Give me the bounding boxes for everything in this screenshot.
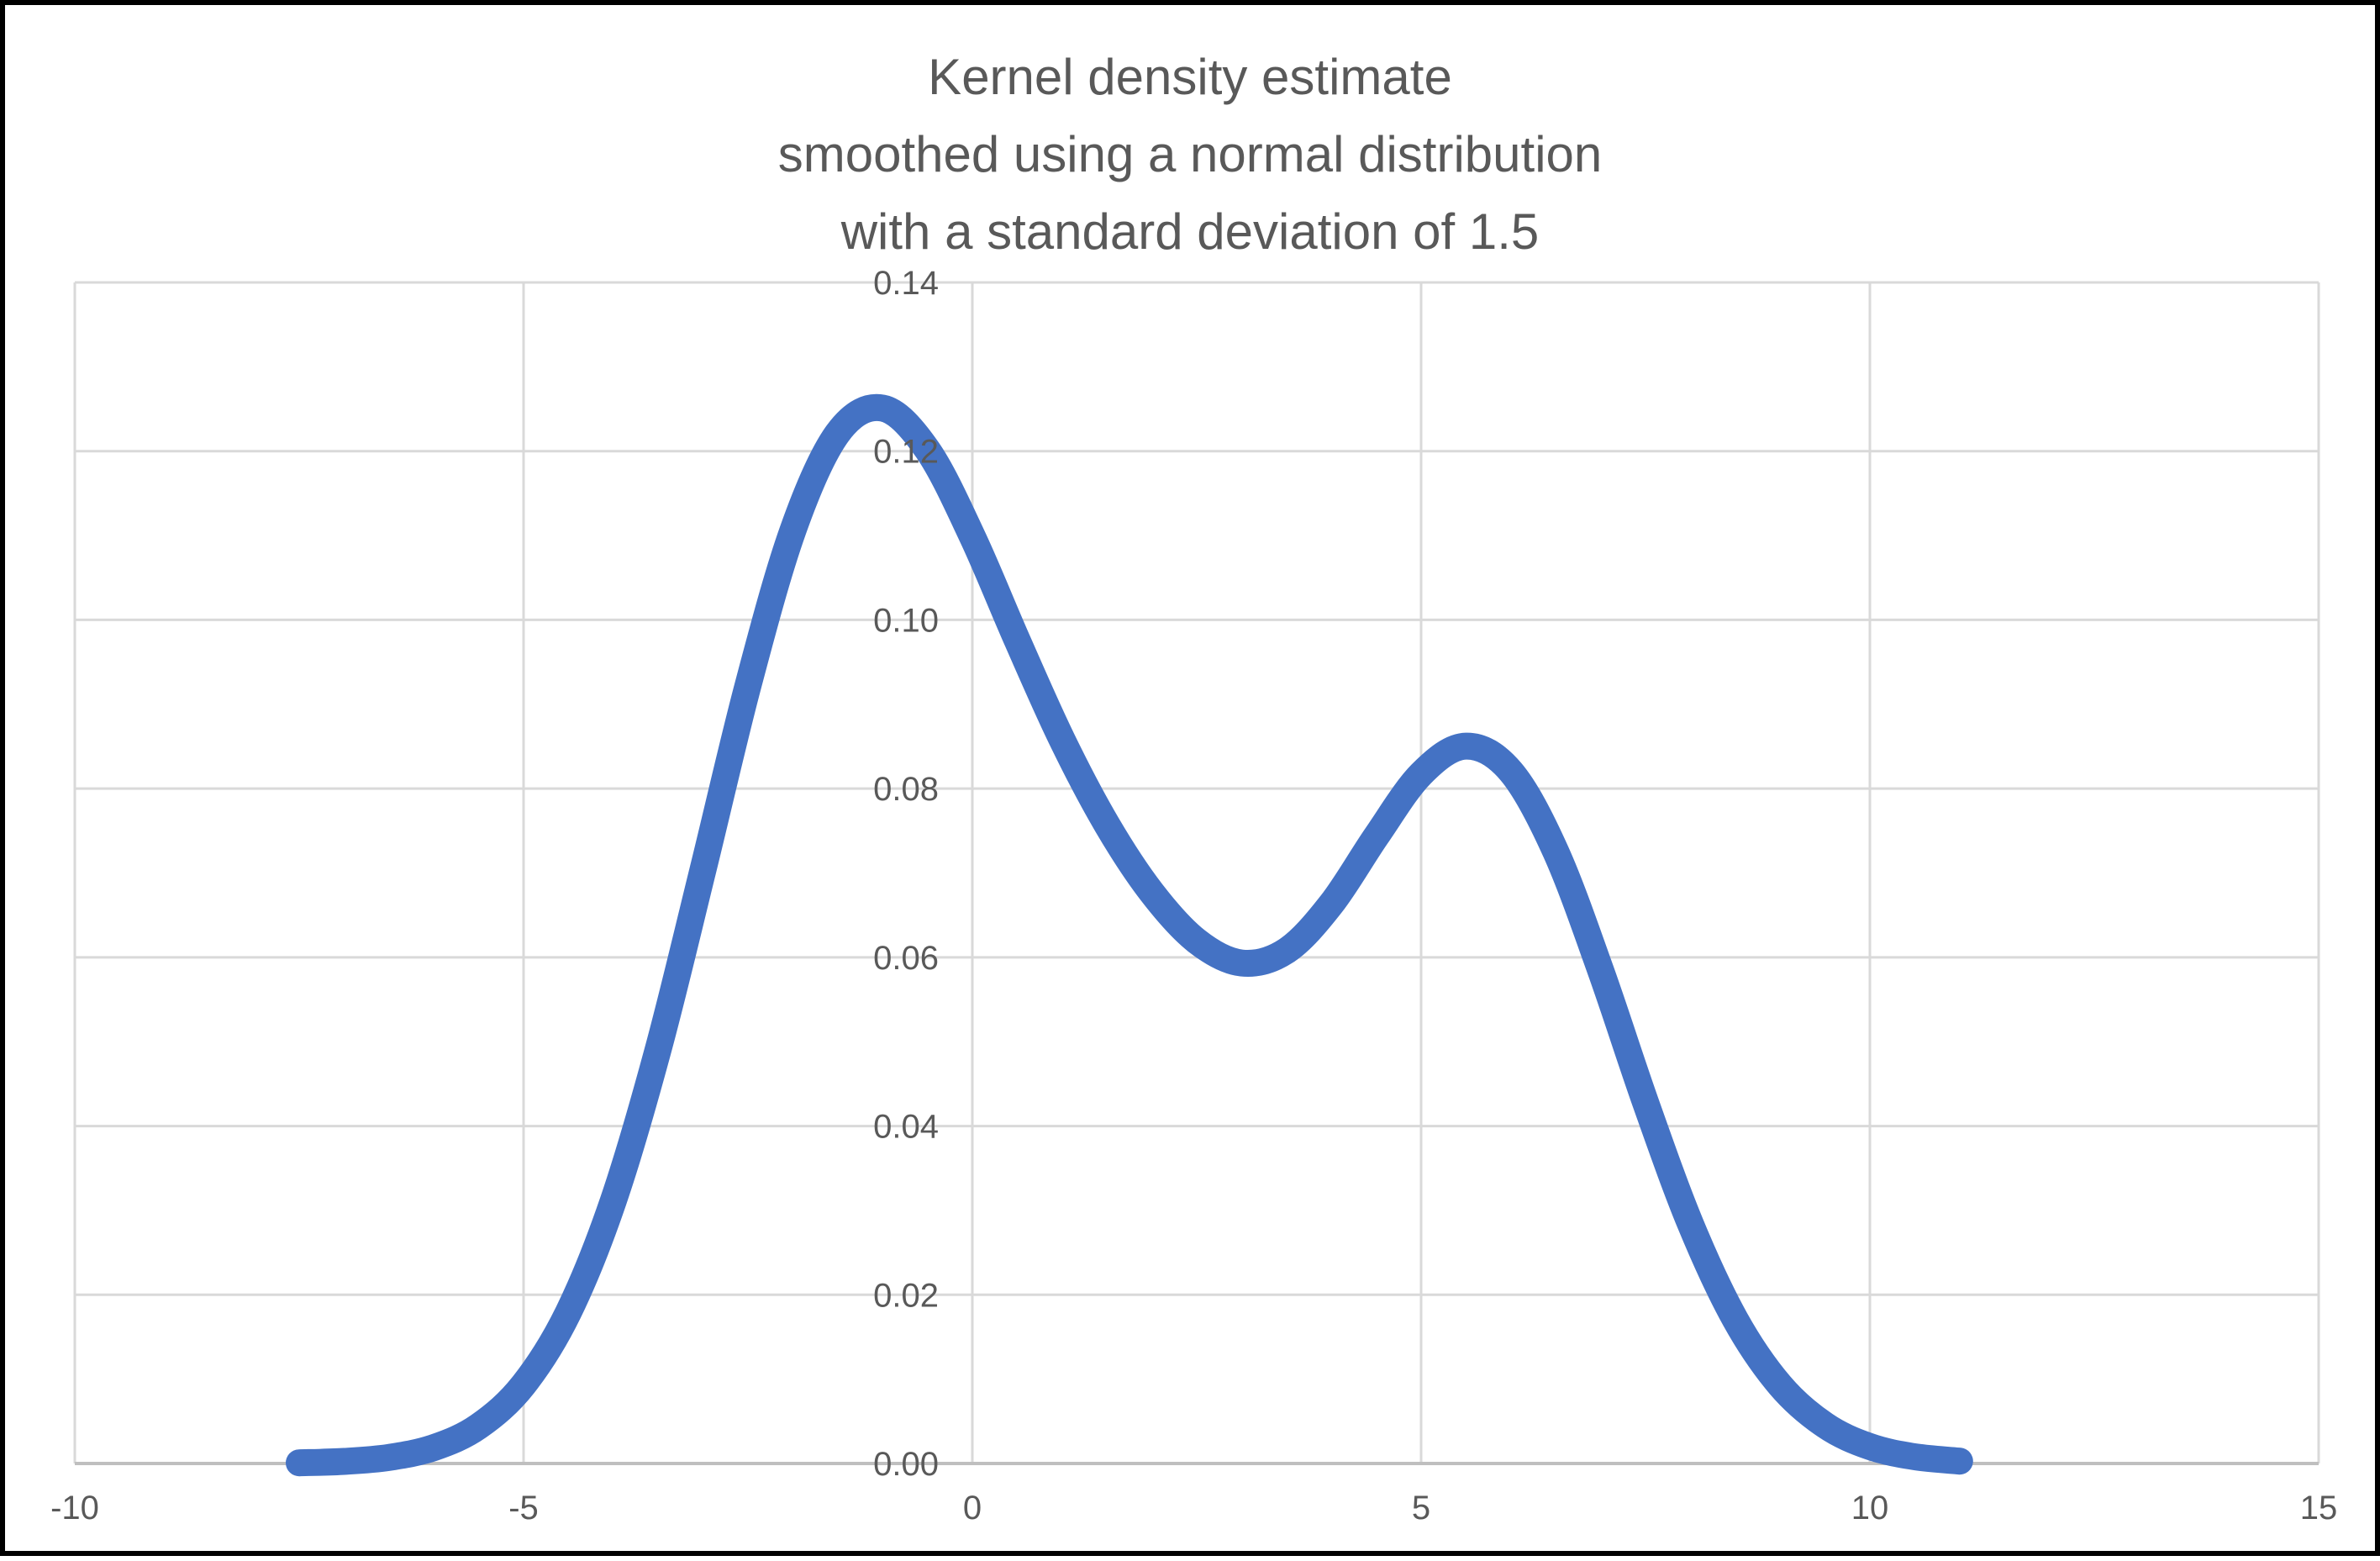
x-tick-label-5: 5 bbox=[1412, 1490, 1430, 1527]
kde-line-chart: -10 -5 0 5 10 15 0.00 0.02 0.04 0.06 0.08 0.10 0.12 0… bbox=[50, 265, 2338, 1527]
x-tick-label-0: 0 bbox=[963, 1490, 982, 1527]
y-tick-label-0.02: 0.02 bbox=[873, 1277, 939, 1314]
chart-title-line-2: smoothed using a normal distribution bbox=[777, 126, 1603, 182]
chart-title-line-1: Kernel density estimate bbox=[928, 49, 1452, 105]
y-tick-label-0.10: 0.10 bbox=[873, 602, 939, 639]
x-tick-label-10: 10 bbox=[1851, 1490, 1889, 1527]
y-tick-label-0.08: 0.08 bbox=[873, 771, 939, 808]
y-tick-label-0.04: 0.04 bbox=[873, 1109, 939, 1146]
chart-title-line-3: with a standard deviation of 1.5 bbox=[840, 203, 1540, 260]
x-tick-label--10: -10 bbox=[50, 1490, 99, 1527]
chart-title: Kernel density estimate smoothed using a… bbox=[5, 39, 2375, 271]
y-tick-label-0.00: 0.00 bbox=[873, 1446, 939, 1483]
y-tick-label-0.06: 0.06 bbox=[873, 940, 939, 977]
y-tick-label-0.14: 0.14 bbox=[873, 265, 939, 302]
x-tick-label-15: 15 bbox=[2300, 1490, 2338, 1527]
kde-curve bbox=[286, 393, 1973, 1477]
x-tick-label--5: -5 bbox=[508, 1490, 539, 1527]
y-tick-label-0.12: 0.12 bbox=[873, 434, 939, 471]
